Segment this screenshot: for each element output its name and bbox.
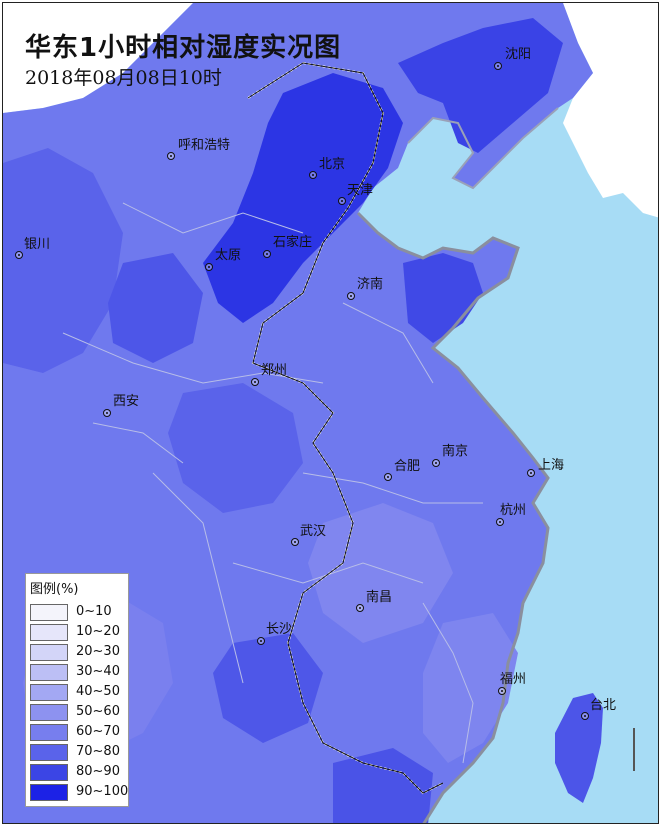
legend-label: 50~60 xyxy=(76,704,120,719)
city-marker-tianjin xyxy=(338,197,346,205)
legend-label: 40~50 xyxy=(76,684,120,699)
city-label-nanjing: 南京 xyxy=(442,444,469,459)
city-marker-hangzhou xyxy=(496,518,504,526)
legend-item: 90~100 xyxy=(30,782,129,802)
city-marker-taiyuan xyxy=(205,263,213,271)
legend-title: 图例(%) xyxy=(30,582,79,597)
legend-swatch xyxy=(30,724,68,741)
city-label-hefei: 合肥 xyxy=(394,459,421,474)
legend-swatch xyxy=(30,604,68,621)
province-borders xyxy=(62,202,483,764)
legend-swatch xyxy=(30,704,68,721)
city-marker-hohhot xyxy=(167,152,175,160)
city-label-fuzhou: 福州 xyxy=(500,672,527,687)
coastline-east xyxy=(356,211,550,823)
taiwan-area xyxy=(555,693,603,803)
humidity-patches xyxy=(3,18,563,823)
city-marker-nanchang xyxy=(356,604,364,612)
city-marker-zhengzhou xyxy=(251,378,259,386)
city-label-changsha: 长沙 xyxy=(266,622,293,637)
legend-item: 80~90 xyxy=(30,762,126,782)
legend-item: 30~40 xyxy=(30,662,126,682)
legend-swatch xyxy=(30,624,68,641)
legend-label: 70~80 xyxy=(76,744,120,759)
legend-item: 40~50 xyxy=(30,682,126,702)
foreign-land xyxy=(563,3,658,218)
legend-item: 70~80 xyxy=(30,742,126,762)
legend-label: 20~30 xyxy=(76,644,120,659)
city-marker-beijing xyxy=(309,171,317,179)
city-marker-jinan xyxy=(347,292,355,300)
city-label-tianjin: 天津 xyxy=(347,183,374,198)
city-label-nanchang: 南昌 xyxy=(366,590,393,605)
legend-swatch xyxy=(30,664,68,681)
legend-item: 10~20 xyxy=(30,622,126,642)
city-label-zhengzhou: 郑州 xyxy=(261,363,288,378)
city-label-beijing: 北京 xyxy=(319,157,346,172)
map-timestamp: 2018年08月08日10时 xyxy=(25,67,222,89)
map-title: 华东1小时相对湿度实况图 xyxy=(25,33,342,63)
city-marker-wuhan xyxy=(291,538,299,546)
city-label-shanghai: 上海 xyxy=(538,458,565,473)
legend-item: 60~70 xyxy=(30,722,126,742)
legend-item: 0~10 xyxy=(30,602,126,622)
city-label-xian: 西安 xyxy=(113,394,140,409)
legend-label: 10~20 xyxy=(76,624,120,639)
city-marker-shanghai xyxy=(527,469,535,477)
map-legend: 图例(%) 0~10 10~20 20~30 30~40 40~50 50~60… xyxy=(25,573,129,807)
legend-item: 50~60 xyxy=(30,702,126,722)
legend-swatch xyxy=(30,784,68,801)
city-label-shenyang: 沈阳 xyxy=(505,47,532,62)
city-label-taipei: 台北 xyxy=(590,698,617,713)
city-label-hohhot: 呼和浩特 xyxy=(178,138,231,153)
legend-swatch xyxy=(30,744,68,761)
city-label-hangzhou: 杭州 xyxy=(500,503,527,518)
city-marker-xian xyxy=(103,409,111,417)
city-marker-fuzhou xyxy=(498,687,506,695)
city-marker-yinchuan xyxy=(15,251,23,259)
city-marker-hefei xyxy=(384,473,392,481)
city-label-jinan: 济南 xyxy=(357,277,384,292)
city-marker-shijiazhuang xyxy=(263,250,271,258)
legend-swatch xyxy=(30,644,68,661)
map-canvas xyxy=(3,3,658,823)
city-marker-taipei xyxy=(581,712,589,720)
legend-label: 60~70 xyxy=(76,724,120,739)
legend-swatch xyxy=(30,764,68,781)
legend-label: 0~10 xyxy=(76,604,112,619)
legend-label: 30~40 xyxy=(76,664,120,679)
foreign-land-nw xyxy=(3,3,193,113)
city-label-shijiazhuang: 石家庄 xyxy=(273,235,313,250)
legend-label: 80~90 xyxy=(76,764,120,779)
city-marker-shenyang xyxy=(494,62,502,70)
legend-label: 90~100 xyxy=(76,784,129,799)
region-outline-inner xyxy=(247,62,444,794)
coastline-north xyxy=(407,107,559,190)
legend-swatch xyxy=(30,684,68,701)
city-marker-nanjing xyxy=(432,459,440,467)
city-label-yinchuan: 银川 xyxy=(24,237,51,252)
legend-item: 20~30 xyxy=(30,642,126,662)
city-label-wuhan: 武汉 xyxy=(300,524,327,539)
city-label-taiyuan: 太原 xyxy=(215,248,242,263)
city-marker-changsha xyxy=(257,637,265,645)
